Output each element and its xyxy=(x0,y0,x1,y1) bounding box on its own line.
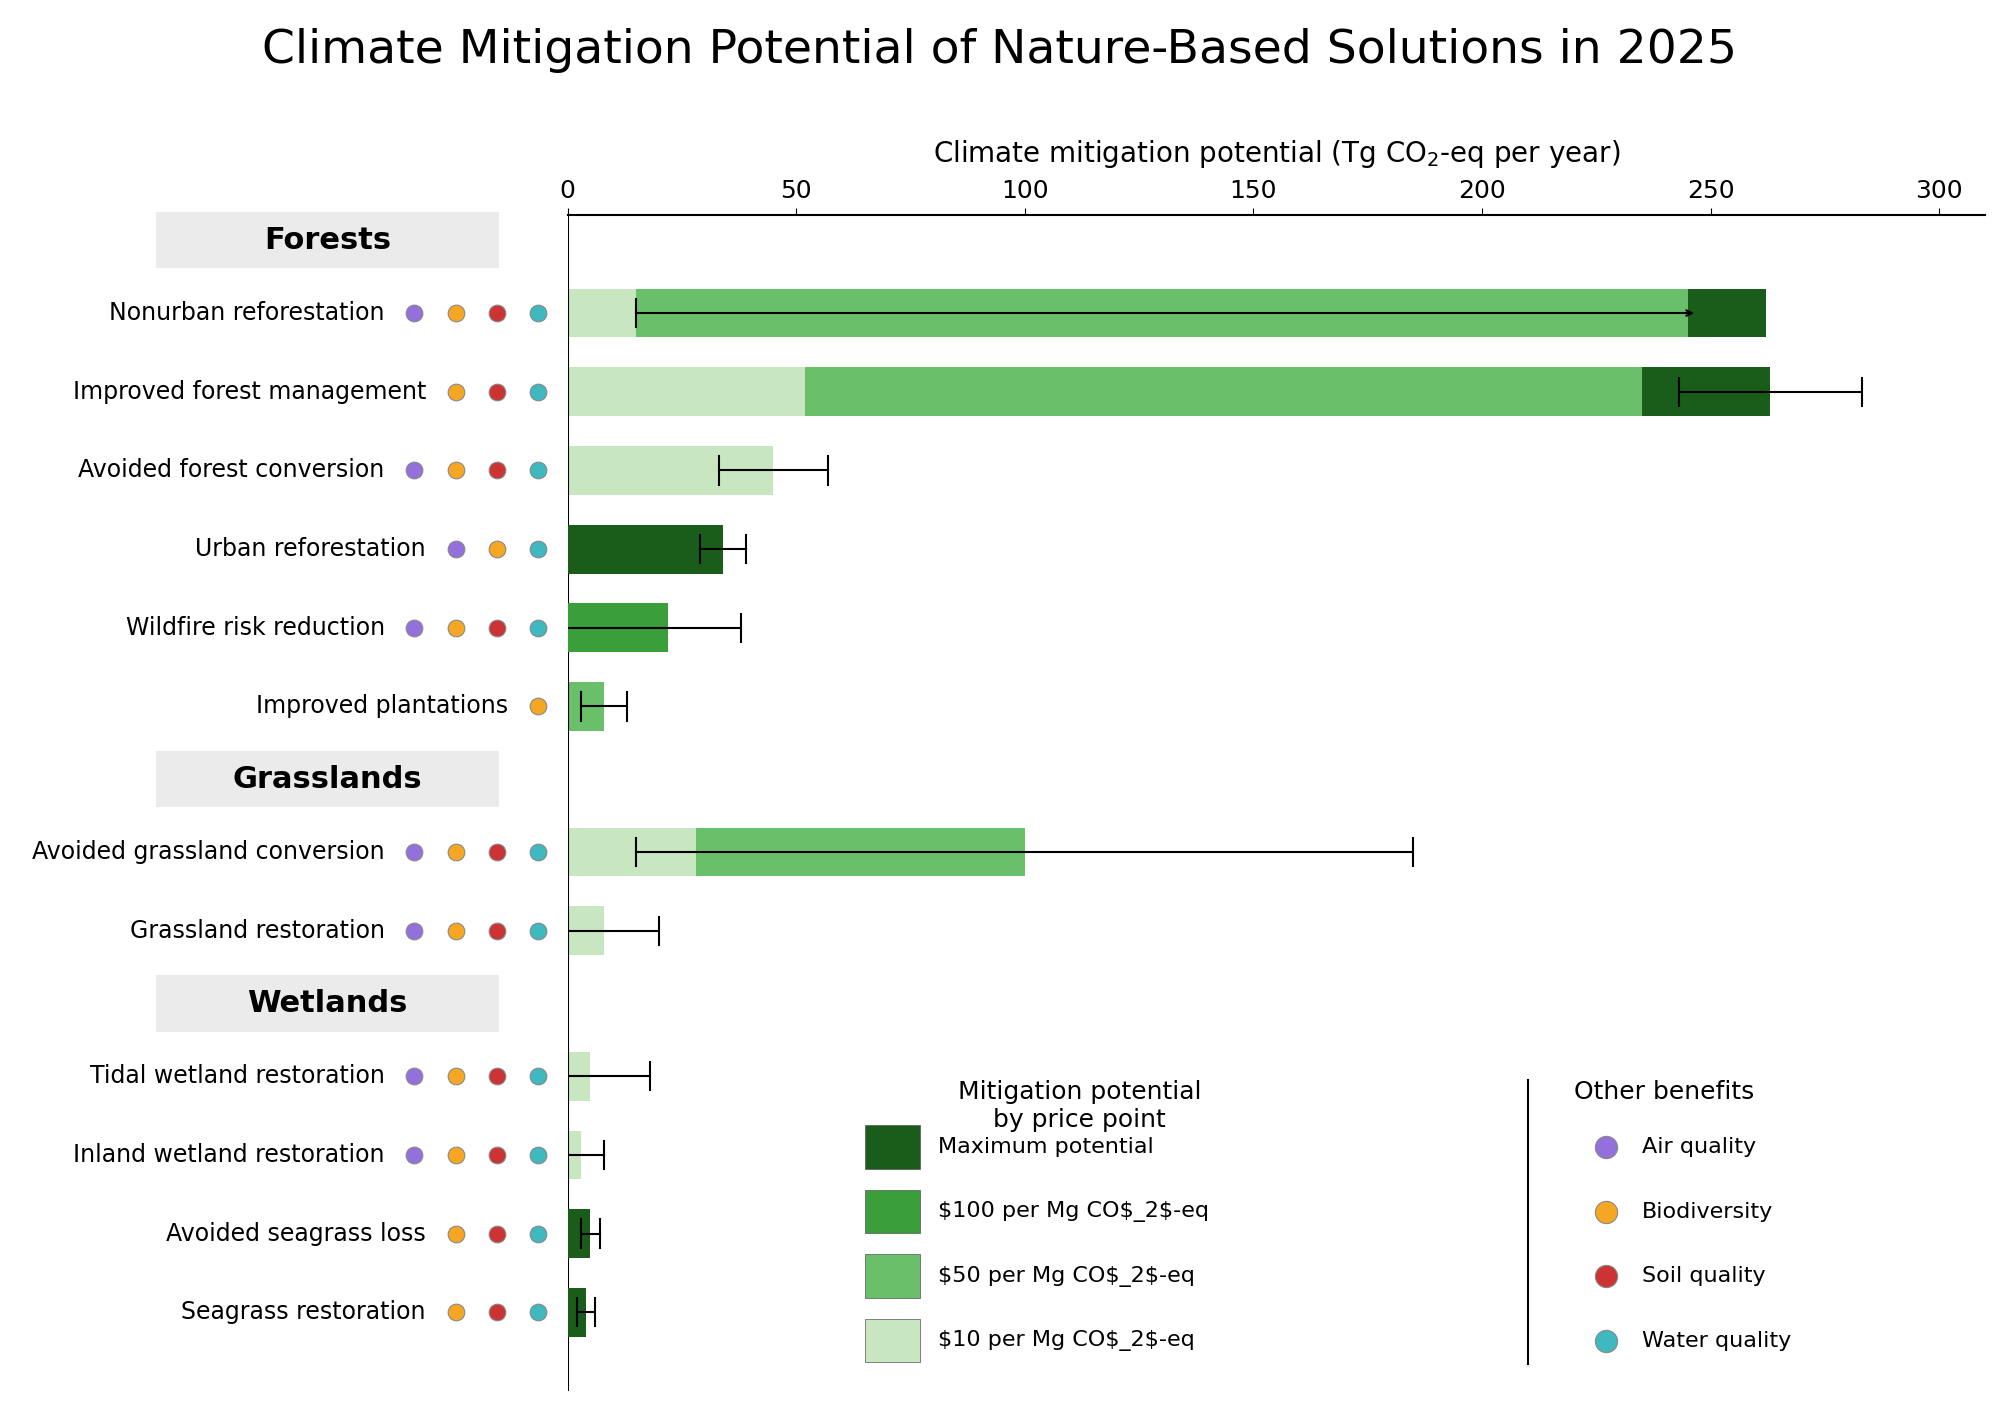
Bar xyxy=(636,288,1766,337)
Bar xyxy=(568,524,724,574)
Text: Urban reforestation: Urban reforestation xyxy=(196,537,426,561)
FancyBboxPatch shape xyxy=(156,751,500,807)
FancyBboxPatch shape xyxy=(156,212,500,269)
Text: Water quality: Water quality xyxy=(1642,1330,1792,1351)
Bar xyxy=(568,682,604,731)
Text: Grassland restoration: Grassland restoration xyxy=(130,918,384,943)
FancyBboxPatch shape xyxy=(864,1125,920,1168)
Text: Climate Mitigation Potential of Nature-Based Solutions in 2025: Climate Mitigation Potential of Nature-B… xyxy=(262,28,1738,73)
Bar xyxy=(568,1130,582,1180)
Bar xyxy=(568,1288,586,1337)
Text: Soil quality: Soil quality xyxy=(1642,1267,1766,1286)
Text: Other benefits: Other benefits xyxy=(1574,1080,1754,1104)
X-axis label: Climate mitigation potential (Tg CO$_2$-eq per year): Climate mitigation potential (Tg CO$_2$-… xyxy=(932,138,1620,170)
FancyBboxPatch shape xyxy=(864,1319,920,1362)
Text: $50 per Mg CO$_2$-eq: $50 per Mg CO$_2$-eq xyxy=(938,1265,1194,1286)
Text: Air quality: Air quality xyxy=(1642,1137,1756,1157)
Bar xyxy=(696,828,1024,876)
Text: Nonurban reforestation: Nonurban reforestation xyxy=(110,301,384,325)
Text: Avoided seagrass loss: Avoided seagrass loss xyxy=(166,1222,426,1246)
Text: Biodiversity: Biodiversity xyxy=(1642,1202,1774,1222)
FancyBboxPatch shape xyxy=(864,1254,920,1298)
Bar xyxy=(568,367,1770,416)
Text: $10 per Mg CO$_2$-eq: $10 per Mg CO$_2$-eq xyxy=(938,1330,1194,1351)
Text: Avoided forest conversion: Avoided forest conversion xyxy=(78,458,384,482)
Text: Wildfire risk reduction: Wildfire risk reduction xyxy=(126,616,384,640)
Bar xyxy=(568,446,774,495)
Text: Improved plantations: Improved plantations xyxy=(256,695,508,718)
FancyBboxPatch shape xyxy=(156,976,500,1032)
Bar xyxy=(806,367,1770,416)
Bar xyxy=(568,907,604,955)
Text: Mitigation potential
by price point: Mitigation potential by price point xyxy=(958,1080,1202,1132)
Bar xyxy=(568,288,1766,337)
Bar xyxy=(568,1052,590,1101)
Text: Improved forest management: Improved forest management xyxy=(72,380,426,404)
Text: Tidal wetland restoration: Tidal wetland restoration xyxy=(90,1064,384,1088)
Text: Avoided grassland conversion: Avoided grassland conversion xyxy=(32,839,384,865)
FancyBboxPatch shape xyxy=(864,1189,920,1233)
Text: $100 per Mg CO$_2$-eq: $100 per Mg CO$_2$-eq xyxy=(938,1201,1208,1222)
Bar xyxy=(568,1209,590,1258)
Bar xyxy=(568,603,668,652)
Text: Grasslands: Grasslands xyxy=(232,765,422,794)
Bar xyxy=(1642,367,1770,416)
Text: Forests: Forests xyxy=(264,226,392,254)
Text: Maximum potential: Maximum potential xyxy=(938,1137,1154,1157)
Bar xyxy=(1688,288,1766,337)
Text: Seagrass restoration: Seagrass restoration xyxy=(182,1301,426,1324)
Text: Wetlands: Wetlands xyxy=(248,988,408,1018)
Bar xyxy=(568,828,1024,876)
Text: Inland wetland restoration: Inland wetland restoration xyxy=(74,1143,384,1167)
